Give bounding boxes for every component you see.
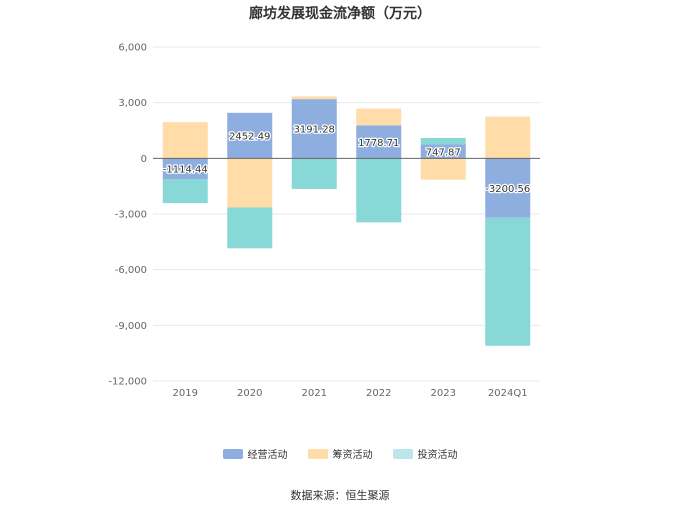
bar-operating [485, 158, 531, 218]
bar-investing [420, 137, 466, 145]
legend-item-financing[interactable]: 筹资活动 [307, 446, 373, 461]
bar-operating [291, 99, 337, 159]
bar-investing [291, 158, 337, 189]
legend-label-financing: 筹资活动 [332, 450, 373, 461]
bar-investing [485, 217, 531, 346]
data-label: 2452.49 [229, 132, 270, 143]
bar-financing [420, 158, 466, 180]
bar-financing [356, 108, 402, 126]
y-tick-label: -12,000 [108, 377, 147, 388]
legend-swatch-investing [392, 448, 413, 459]
x-tick-label: 2023 [431, 388, 456, 399]
chart-title: 廊坊发展现金流净额（万元） [249, 6, 431, 22]
data-source: 数据来源：恒生聚源 [290, 489, 390, 502]
bar-financing [485, 116, 531, 159]
y-tick-label: -3,000 [115, 210, 147, 221]
legend-swatch-operating [222, 448, 243, 459]
legend-item-investing[interactable]: 投资活动 [392, 446, 458, 461]
y-tick-label: -6,000 [115, 265, 147, 276]
bar-financing [291, 96, 337, 100]
y-tick-label: 3,000 [118, 98, 147, 109]
bar-investing [227, 207, 273, 249]
data-label: 1778.71 [358, 138, 399, 149]
data-label: -1114.44 [163, 165, 208, 176]
legend-swatch-financing [307, 448, 328, 459]
bar-investing [162, 179, 208, 204]
x-tick-label: 2022 [366, 388, 391, 399]
legend-label-operating: 经营活动 [247, 450, 288, 461]
bar-operating [356, 125, 402, 159]
y-tick-label: 0 [141, 154, 147, 165]
y-tick-label: 6,000 [118, 43, 147, 54]
x-tick-label: 2019 [173, 388, 198, 399]
data-label: -3200.56 [485, 184, 530, 195]
legend: 经营活动 筹资活动 投资活动 [0, 446, 680, 461]
bar-financing [227, 158, 273, 208]
x-tick-label: 2021 [302, 388, 327, 399]
legend-label-investing: 投资活动 [417, 450, 458, 461]
x-tick-label: 2020 [237, 388, 262, 399]
chart-area: 6,000 3,000 0 -3,000 -6,000 -9,000 -12,000 2019… [108, 43, 540, 399]
bar-operating [162, 158, 208, 180]
bar-investing [356, 158, 402, 223]
data-label: 3191.28 [294, 125, 335, 136]
y-tick-label: -9,000 [115, 321, 147, 332]
data-label: 747.87 [426, 147, 461, 158]
x-tick-label: 2024Q1 [488, 388, 528, 399]
legend-item-operating[interactable]: 经营活动 [222, 446, 288, 461]
bar-operating [227, 112, 273, 159]
bar-operating [420, 144, 466, 159]
bar-financing [162, 122, 208, 159]
